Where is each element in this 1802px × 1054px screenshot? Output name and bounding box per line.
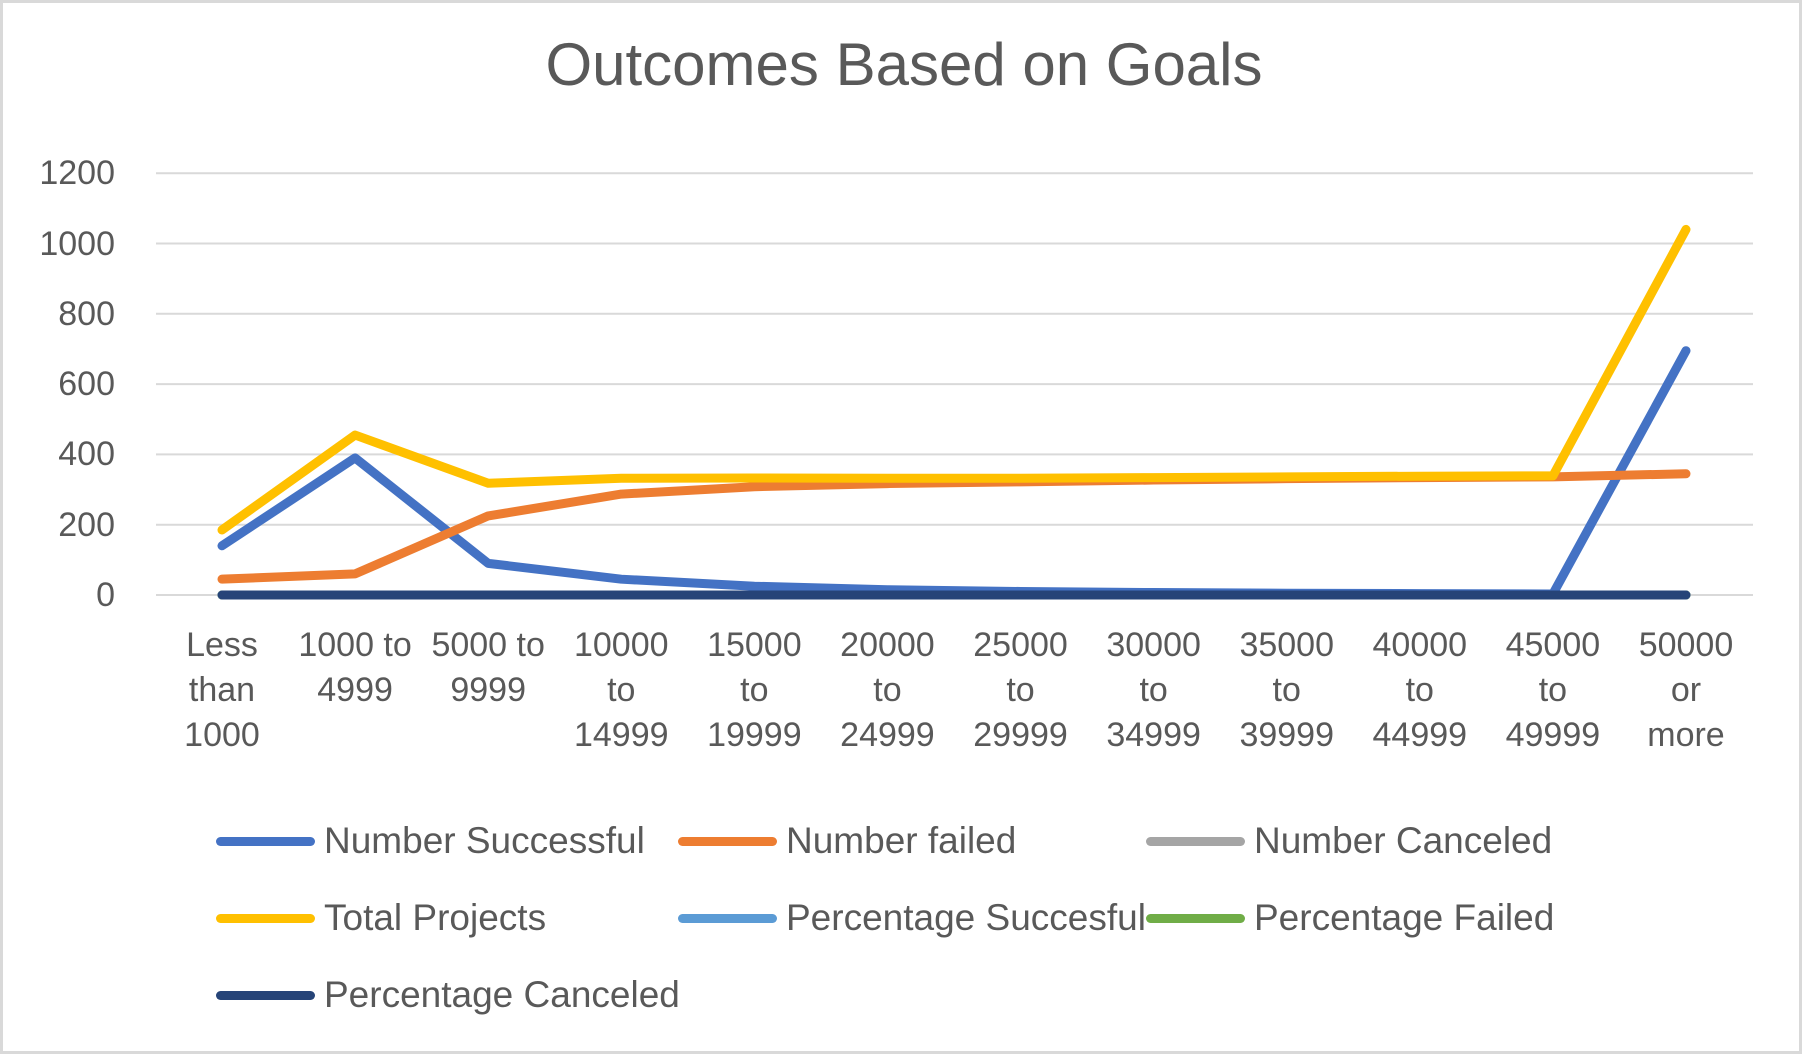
legend-item-number-successful: Number Successful: [216, 821, 645, 861]
x-tick-label-line: 9999: [450, 671, 526, 709]
x-tick-label-line: 35000: [1239, 626, 1334, 664]
x-tick-label: 5000 to 9999: [393, 623, 583, 713]
x-tick-label-line: than: [188, 671, 256, 709]
legend-swatch-number-successful: [216, 836, 315, 846]
legend-item-number-canceled: Number Canceled: [1146, 821, 1552, 861]
legend-swatch-number-failed: [678, 836, 777, 846]
x-tick-label-line: 24999: [840, 716, 935, 754]
x-tick-label-line: 20000: [840, 626, 935, 664]
legend-label: Number failed: [786, 820, 1017, 861]
x-tick-label-line: 4999: [317, 671, 393, 709]
x-tick-label-line: 19999: [707, 716, 802, 754]
y-tick-label: 600: [58, 365, 115, 404]
legend-swatch-percentage-succesful: [678, 913, 777, 923]
x-tick-label-line: to: [607, 671, 636, 709]
x-tick-label-line: 50000: [1638, 626, 1734, 664]
legend-label: Percentage Failed: [1254, 897, 1555, 938]
x-tick-label-line: to: [1405, 671, 1434, 709]
x-tick-label-line: to: [740, 671, 769, 709]
legend-swatch-percentage-canceled: [216, 990, 315, 1000]
x-tick-label-line: more: [1647, 716, 1725, 754]
legend-label: Number Canceled: [1254, 820, 1553, 861]
y-tick-label: 1000: [39, 224, 115, 263]
x-tick-label-line: or: [1670, 671, 1702, 709]
x-tick-label: 45000 to 49999: [1458, 623, 1648, 758]
x-tick-label-line: to: [873, 671, 902, 709]
x-tick-label-line: to: [1139, 671, 1168, 709]
x-tick-label-line: 40000: [1372, 626, 1468, 664]
legend-swatch-number-canceled: [1146, 836, 1245, 846]
x-tick-label-line: 15000: [707, 626, 802, 664]
legend-item-total-projects: Total Projects: [216, 898, 546, 938]
x-tick-label-line: 29999: [973, 716, 1068, 754]
x-tick-label: Less than 1000: [127, 623, 317, 758]
x-tick-label-line: 25000: [973, 626, 1068, 664]
y-tick-label: 0: [96, 576, 115, 614]
legend-item-number-failed: Number failed: [678, 821, 1016, 861]
x-tick-label: 25000 to 29999: [926, 623, 1116, 758]
x-tick-label-line: to: [1538, 671, 1568, 709]
legend-label: Total Projects: [324, 897, 547, 938]
x-tick-label: 10000 to 14999: [526, 623, 716, 758]
x-tick-label: 40000 to 44999: [1325, 623, 1515, 758]
x-tick-label-line: 49999: [1505, 716, 1601, 754]
legend-label: Number Successful: [324, 820, 645, 861]
x-tick-label-line: 1000 to: [298, 626, 412, 664]
x-tick-label: 35000 to 39999: [1192, 623, 1382, 758]
x-tick-label-line: to: [1006, 671, 1035, 709]
x-tick-label-line: 44999: [1372, 716, 1468, 754]
x-tick-label: 30000 to 34999: [1059, 623, 1249, 758]
x-tick-label: 20000 to 24999: [792, 623, 982, 758]
legend-item-percentage-succesful: Percentage Succesful: [678, 898, 1146, 938]
x-tick-label-line: 1000: [184, 716, 260, 754]
x-tick-label-line: 39999: [1239, 716, 1334, 754]
legend-swatch-total-projects: [216, 913, 315, 923]
plot-area: [156, 172, 1753, 600]
chart-title: Outcomes Based on Goals: [545, 31, 1263, 98]
x-tick-label-line: 30000: [1106, 626, 1201, 664]
x-tick-label: 15000 to 19999: [659, 623, 849, 758]
legend-label: Percentage Canceled: [324, 974, 680, 1015]
x-tick-label-line: Less: [186, 626, 258, 664]
legend-item-percentage-failed: Percentage Failed: [1146, 898, 1554, 938]
x-tick-label-line: 5000 to: [431, 626, 545, 664]
x-tick-label: 50000 or more: [1591, 623, 1781, 758]
legend-swatch-percentage-failed: [1146, 913, 1245, 923]
x-tick-label-line: to: [1272, 671, 1301, 709]
y-tick-label: 800: [58, 294, 115, 333]
x-tick-label: 1000 to 4999: [260, 623, 450, 713]
x-tick-label-line: 45000: [1505, 626, 1601, 664]
x-tick-label-line: 14999: [573, 716, 669, 754]
y-tick-label: 400: [58, 435, 115, 474]
legend-item-percentage-canceled: Percentage Canceled: [216, 975, 680, 1015]
y-tick-label: 200: [58, 505, 115, 544]
x-tick-label-line: 10000: [573, 626, 669, 664]
y-tick-label: 1200: [39, 154, 115, 193]
series-line-total-projects: [217, 224, 1691, 535]
x-tick-label-line: 34999: [1106, 716, 1201, 754]
legend-label: Percentage Succesful: [786, 897, 1146, 938]
